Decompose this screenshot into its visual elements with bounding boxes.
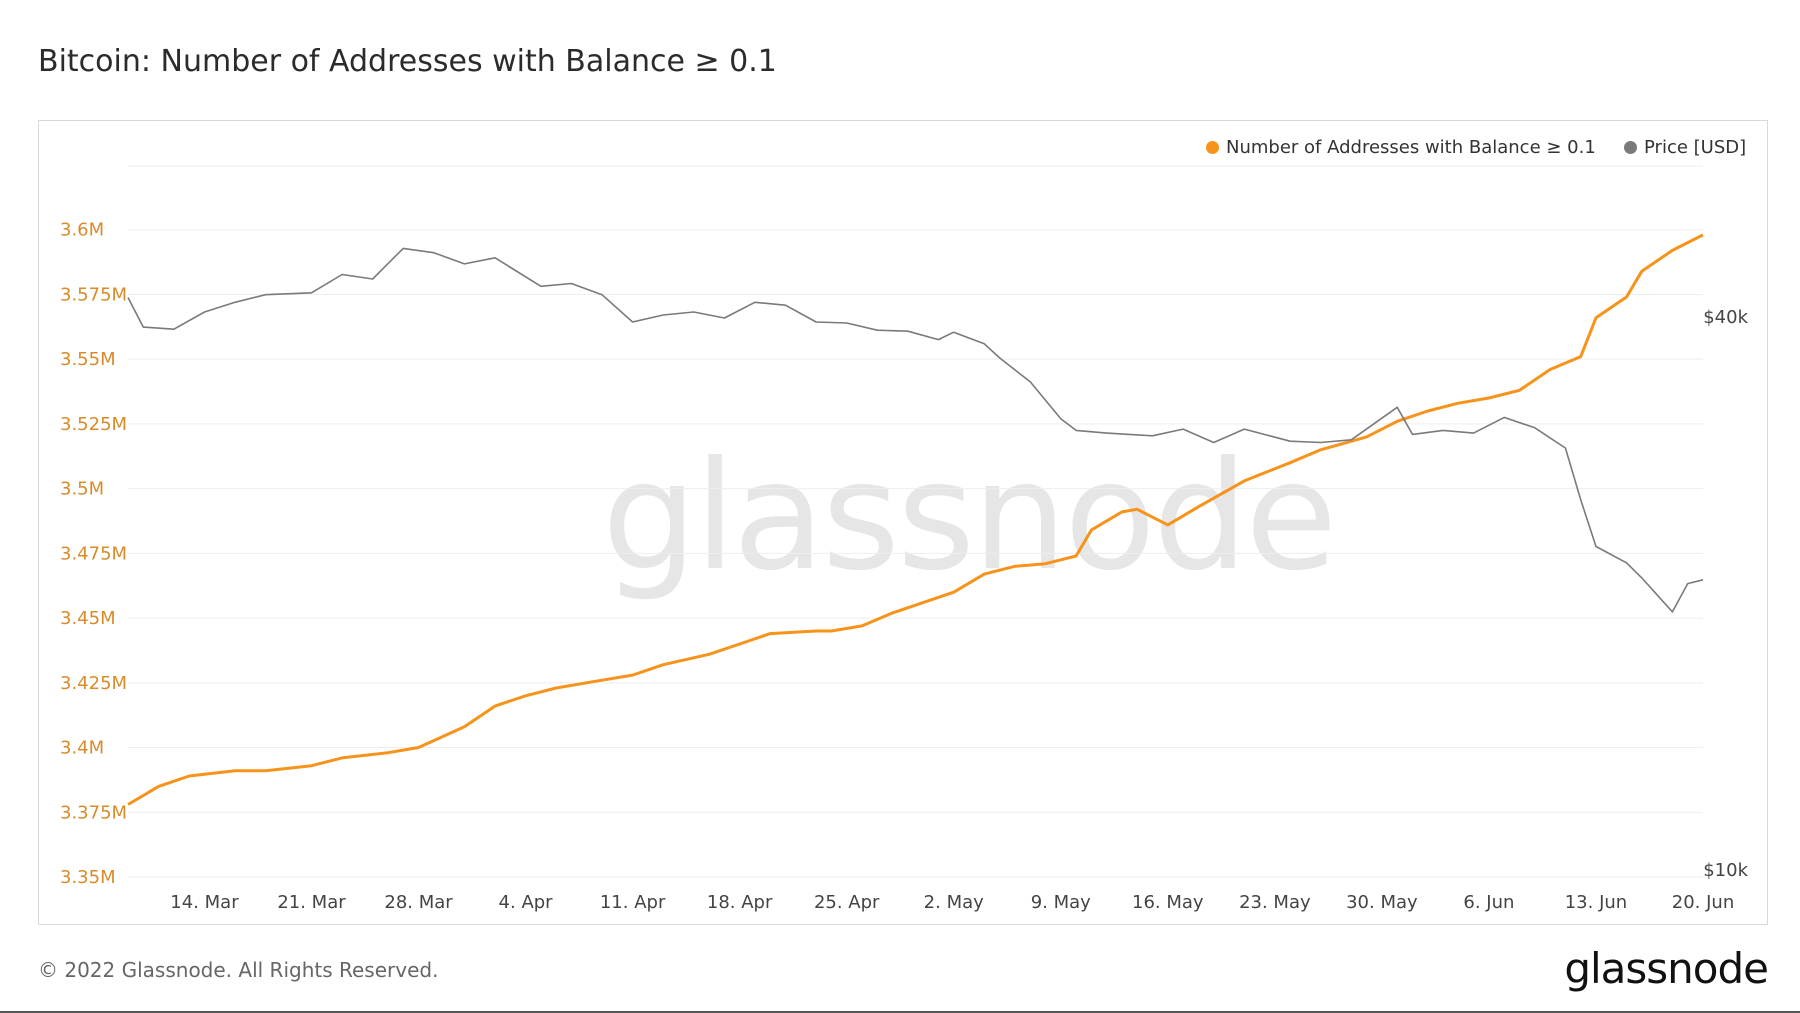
- x-tick-label: 16. May: [1132, 892, 1204, 913]
- chart-title: Bitcoin: Number of Addresses with Balanc…: [38, 44, 777, 79]
- y-left-tick-label: 3.425M: [60, 673, 127, 694]
- legend-label: Number of Addresses with Balance ≥ 0.1: [1226, 137, 1596, 158]
- legend-item-addresses[interactable]: Number of Addresses with Balance ≥ 0.1: [1206, 137, 1596, 158]
- price-series-line: [127, 247, 1704, 613]
- x-tick-label: 23. May: [1239, 892, 1311, 913]
- y-right-tick-label: $40k: [1703, 307, 1748, 328]
- y-left-tick-label: 3.45M: [60, 608, 116, 629]
- copyright-text: © 2022 Glassnode. All Rights Reserved.: [38, 958, 439, 982]
- y-left-tick-label: 3.4M: [60, 738, 104, 759]
- legend-dot: [1624, 141, 1637, 154]
- glassnode-logo: glassnode: [1564, 944, 1769, 993]
- y-left-tick-label: 3.575M: [60, 284, 127, 305]
- legend-dot: [1206, 141, 1219, 154]
- legend-label: Price [USD]: [1644, 137, 1747, 158]
- y-left-tick-label: 3.35M: [60, 867, 116, 888]
- x-tick-label: 18. Apr: [707, 892, 773, 913]
- x-tick-label: 21. Mar: [277, 892, 346, 913]
- x-tick-label: 28. Mar: [384, 892, 453, 913]
- x-tick-label: 2. May: [924, 892, 984, 913]
- x-tick-label: 11. Apr: [600, 892, 666, 913]
- x-tick-label: 6. Jun: [1463, 892, 1514, 913]
- legend-item-price[interactable]: Price [USD]: [1624, 137, 1746, 158]
- y-left-tick-label: 3.6M: [60, 220, 104, 241]
- y-right-tick-label: $10k: [1703, 860, 1748, 881]
- x-tick-label: 20. Jun: [1672, 892, 1734, 913]
- watermark-logo: glassnode: [602, 430, 1337, 604]
- bottom-divider: [0, 1011, 1800, 1013]
- y-left-tick-label: 3.5M: [60, 479, 104, 500]
- y-left-tick-label: 3.375M: [60, 802, 127, 823]
- x-tick-label: 13. Jun: [1565, 892, 1627, 913]
- addresses-series-line: [127, 233, 1704, 806]
- x-tick-label: 14. Mar: [170, 892, 239, 913]
- x-tick-label: 30. May: [1346, 892, 1418, 913]
- chart-frame: [38, 120, 1768, 925]
- y-left-tick-label: 3.475M: [60, 543, 127, 564]
- y-left-tick-label: 3.525M: [60, 414, 127, 435]
- x-tick-label: 25. Apr: [814, 892, 880, 913]
- x-tick-label: 4. Apr: [499, 892, 554, 913]
- y-left-tick-label: 3.55M: [60, 349, 116, 370]
- x-tick-label: 9. May: [1031, 892, 1091, 913]
